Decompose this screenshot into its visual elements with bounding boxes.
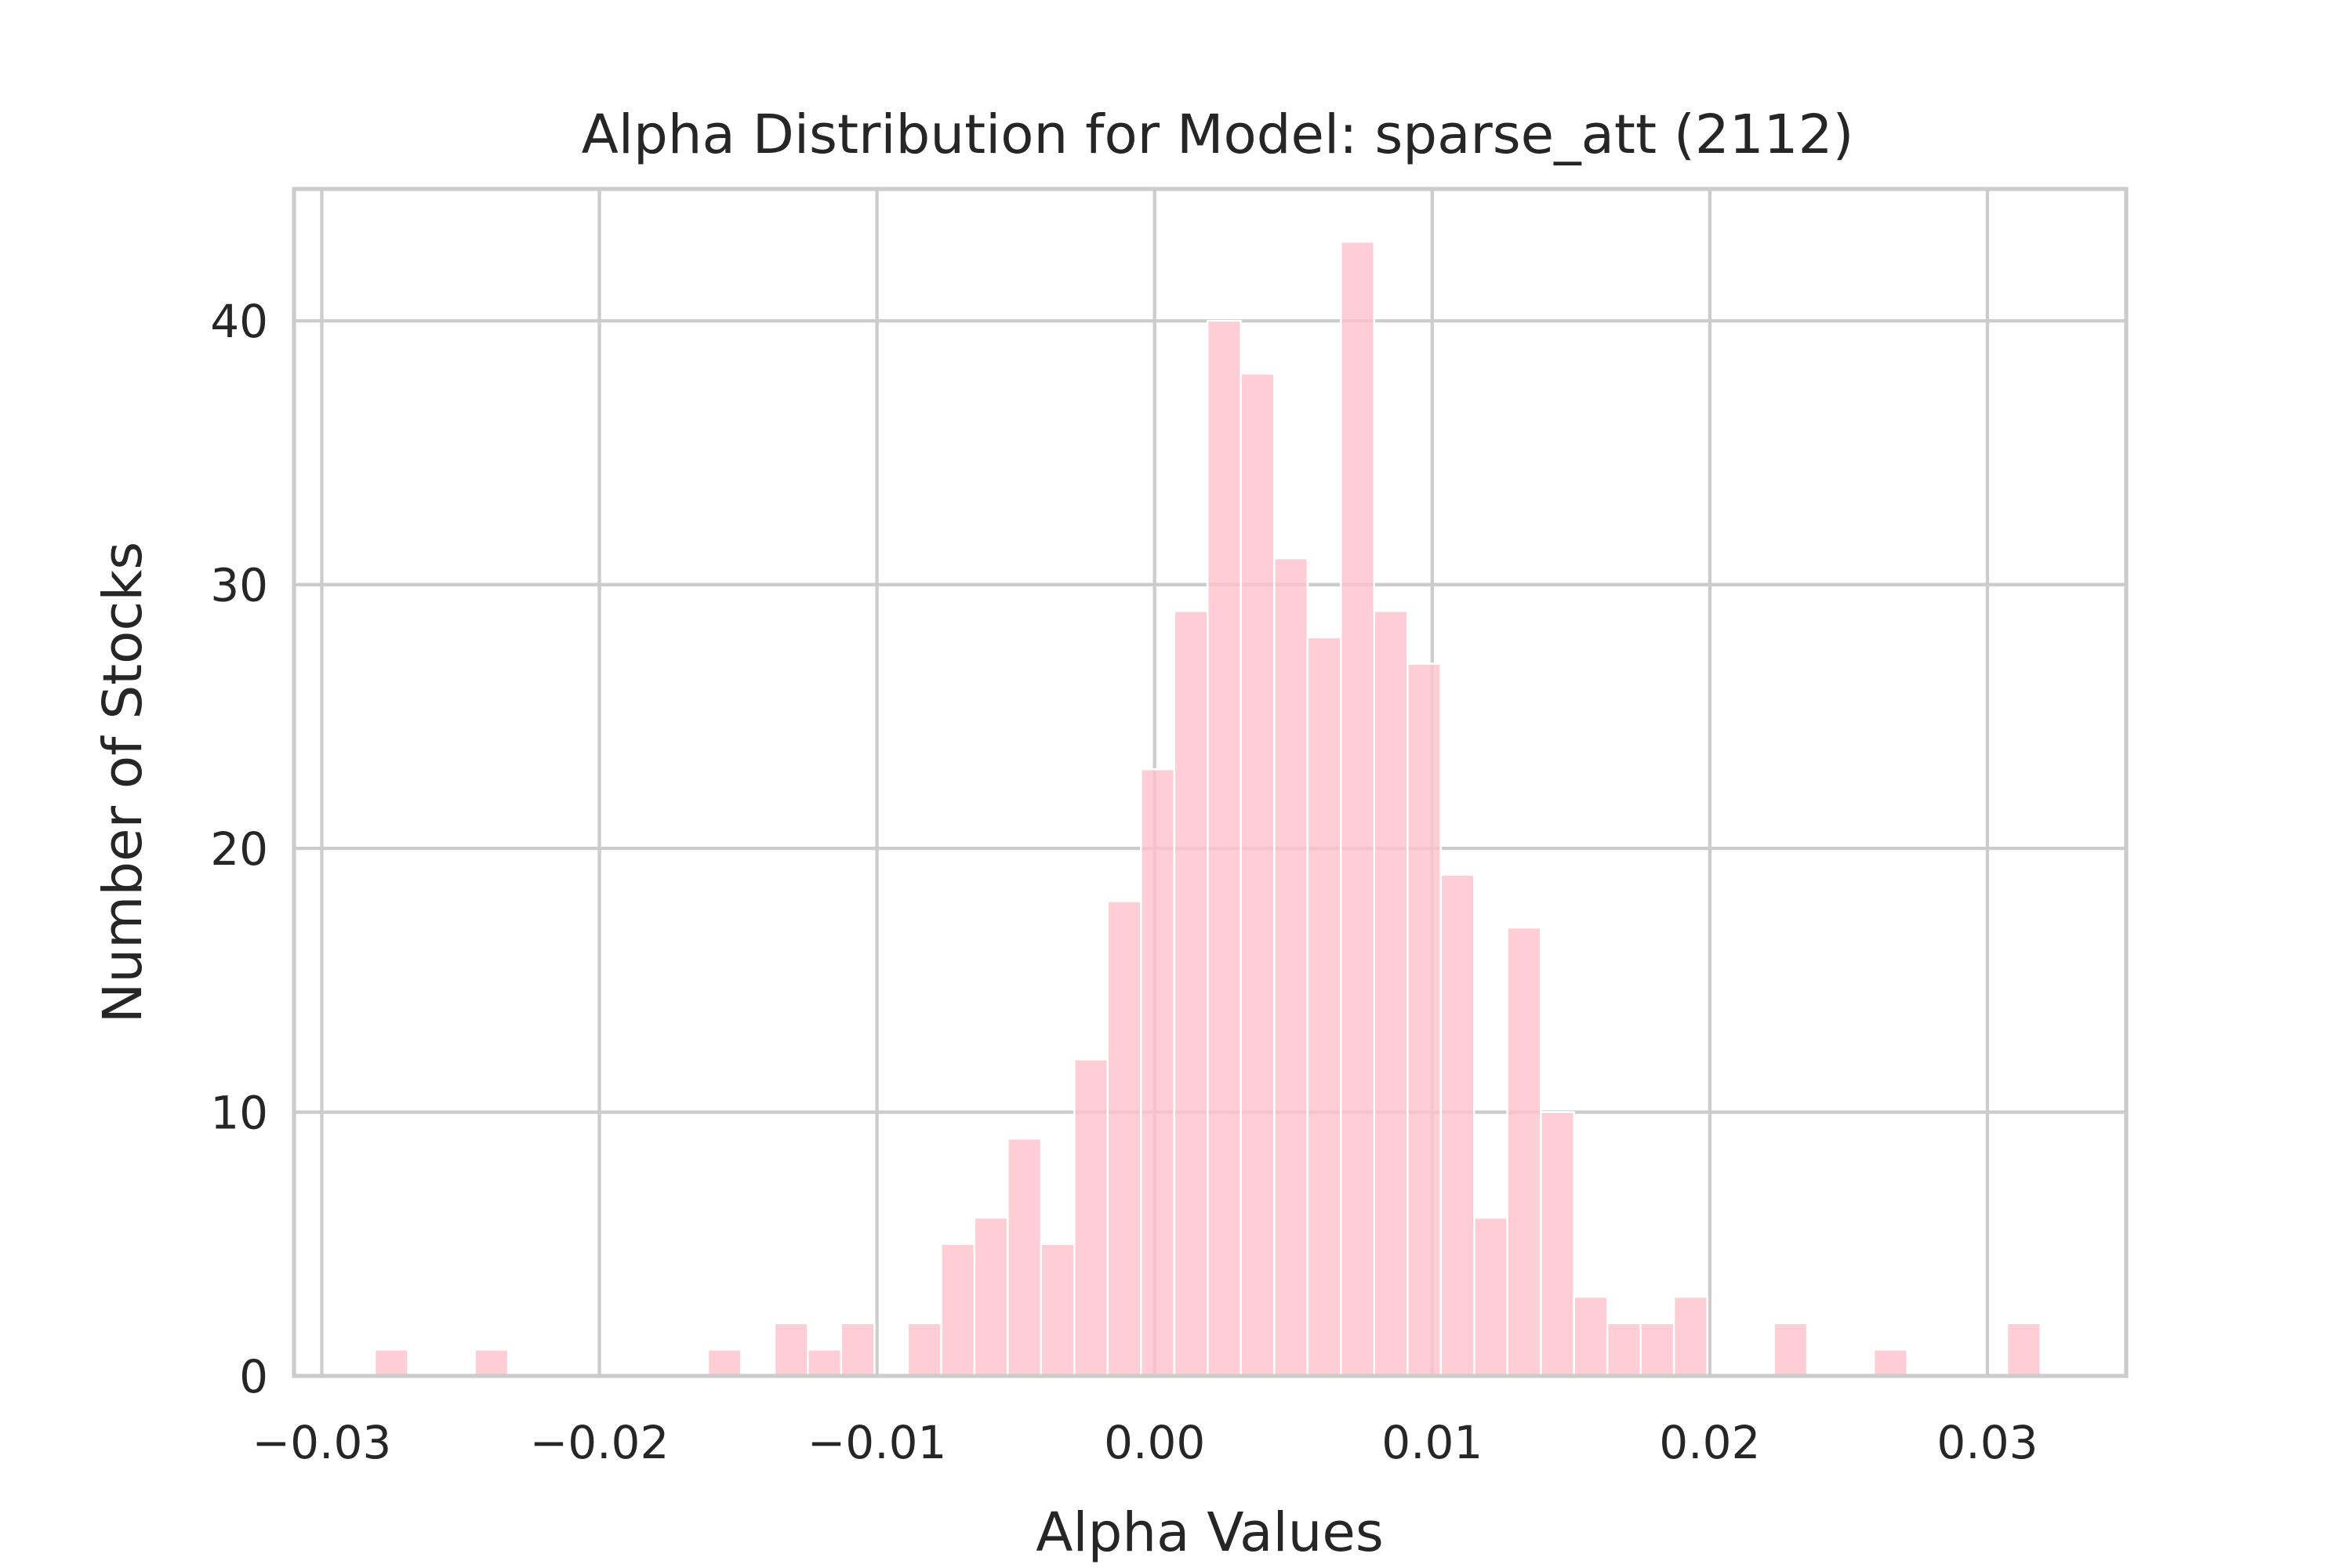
y-tick-label: 30 [210,559,268,612]
y-axis-label: Number of Stocks [92,542,154,1023]
histogram-bar [1340,241,1376,1377]
x-tick-label: −0.02 [530,1416,670,1469]
x-axis-ticks: −0.03 −0.02 −0.01 0.00 0.01 0.02 0.03 [252,1416,2038,1469]
histogram-bar [373,1348,409,1377]
histogram-bar [1506,926,1542,1377]
histogram-bar [1539,1111,1575,1377]
histogram-bar [1140,768,1176,1377]
histogram-bar [973,1216,1009,1377]
histogram-bar [1007,1137,1043,1377]
histogram-bar [1606,1322,1642,1377]
histogram-bar [1773,1322,1809,1377]
histogram-bar [1106,900,1142,1377]
y-tick-label: 40 [210,295,268,348]
x-tick-label: 0.02 [1659,1416,1760,1469]
histogram-bar [1439,873,1475,1377]
histogram-bar [1273,557,1309,1377]
histogram-bar [1040,1243,1076,1377]
histogram-bar [807,1348,843,1377]
chart-title: Alpha Distribution for Model: sparse_att… [582,103,1854,166]
x-tick-label: −0.01 [808,1416,947,1469]
histogram-bar [1373,610,1409,1377]
histogram-bar [1240,372,1276,1377]
histogram-bar [906,1322,942,1377]
y-tick-label: 0 [239,1350,268,1403]
plot-frame [292,187,2129,1378]
histogram-bar [1472,1216,1508,1377]
histogram-bar [1073,1058,1109,1377]
histogram-bar [1306,636,1342,1377]
histogram-bar [1872,1348,1908,1377]
x-tick-label: 0.00 [1104,1416,1205,1469]
y-axis-ticks: 0 10 20 30 40 [210,295,268,1403]
x-tick-label: 0.01 [1381,1416,1483,1469]
y-tick-label: 10 [210,1087,268,1140]
histogram-bar [706,1348,742,1377]
histogram-bar [773,1322,809,1377]
histogram-bar [2005,1322,2042,1377]
y-tick-label: 20 [210,822,268,876]
histogram-bar [1406,662,1442,1377]
histogram-bar [1672,1295,1708,1377]
histogram-bar [474,1348,510,1377]
histogram-bar [1207,319,1243,1377]
x-tick-label: −0.03 [252,1416,392,1469]
histogram-bar [1173,610,1209,1377]
x-axis-label: Alpha Values [1036,1501,1384,1564]
histogram-bar [1573,1295,1609,1377]
x-tick-label: 0.03 [1936,1416,2038,1469]
histogram-bar [840,1322,876,1377]
histogram-bar [1639,1322,1675,1377]
histogram-bar [940,1243,976,1377]
